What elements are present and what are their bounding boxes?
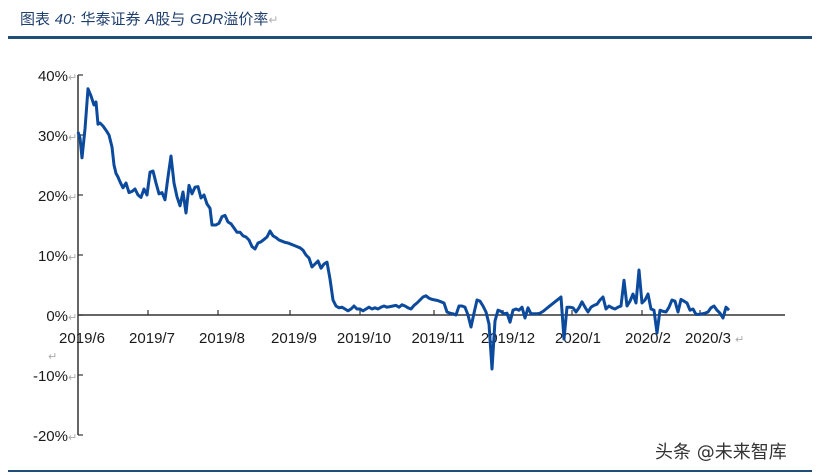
title-text-2: 股与	[155, 10, 186, 28]
y-tick-label: 0%	[46, 308, 68, 325]
x-tick-label: 2019/6	[59, 330, 105, 347]
x-tick-label: 2020/2	[625, 330, 671, 347]
return-mark-icon: ↵	[68, 371, 77, 384]
y-tick-label: -20%	[33, 428, 68, 445]
y-tick-label: 10%	[38, 248, 68, 265]
premium-rate-line	[76, 87, 731, 371]
y-tick-label: -10%	[33, 368, 68, 385]
y-tick-label: 20%	[38, 188, 68, 205]
title-text-3: 溢价率	[223, 10, 269, 28]
y-axis: 40% ↵30% ↵20% ↵10% ↵0% ↵-10% ↵-20% ↵↵	[33, 68, 83, 445]
return-mark-icon: ↵	[68, 71, 77, 84]
return-mark-icon: ↵	[68, 251, 77, 264]
title-gdr: GDR	[190, 11, 224, 28]
x-tick-label: 2019/9	[271, 330, 317, 347]
x-tick-label: 2020/3	[685, 330, 731, 347]
return-mark-icon: ↵	[68, 431, 77, 444]
y-tick-label: 40%	[38, 68, 68, 85]
watermark: 头条 @未来智库	[655, 442, 787, 463]
x-tick-label: 2019/10	[337, 330, 391, 347]
figure-number: 40:	[54, 11, 76, 28]
bottom-rule	[8, 470, 812, 472]
figure-label: 图表	[20, 10, 51, 28]
x-tick-label: 2019/8	[199, 330, 245, 347]
return-mark-icon: ↵	[48, 350, 57, 363]
title-a-share: A	[145, 11, 156, 28]
x-tick-label: 2019/11	[411, 330, 464, 347]
figure-title: 图表 40: 华泰证券 A股与 GDR溢价率↵	[20, 8, 278, 29]
return-mark-icon: ↵	[735, 333, 744, 346]
title-text-1: 华泰证券	[80, 10, 141, 28]
x-axis: 2019/6 2019/7 2019/8 2019/9 2019/10 2019/11 20…	[59, 310, 785, 347]
x-tick-label: 2019/7	[129, 330, 175, 347]
return-mark-icon: ↵	[68, 191, 77, 204]
top-rule	[8, 36, 812, 39]
x-tick-label: 2020/1	[555, 330, 601, 347]
return-mark-icon: ↵	[268, 13, 279, 27]
return-mark-icon: ↵	[68, 131, 77, 144]
y-tick-label: 30%	[38, 128, 68, 145]
return-mark-icon: ↵	[68, 311, 77, 324]
